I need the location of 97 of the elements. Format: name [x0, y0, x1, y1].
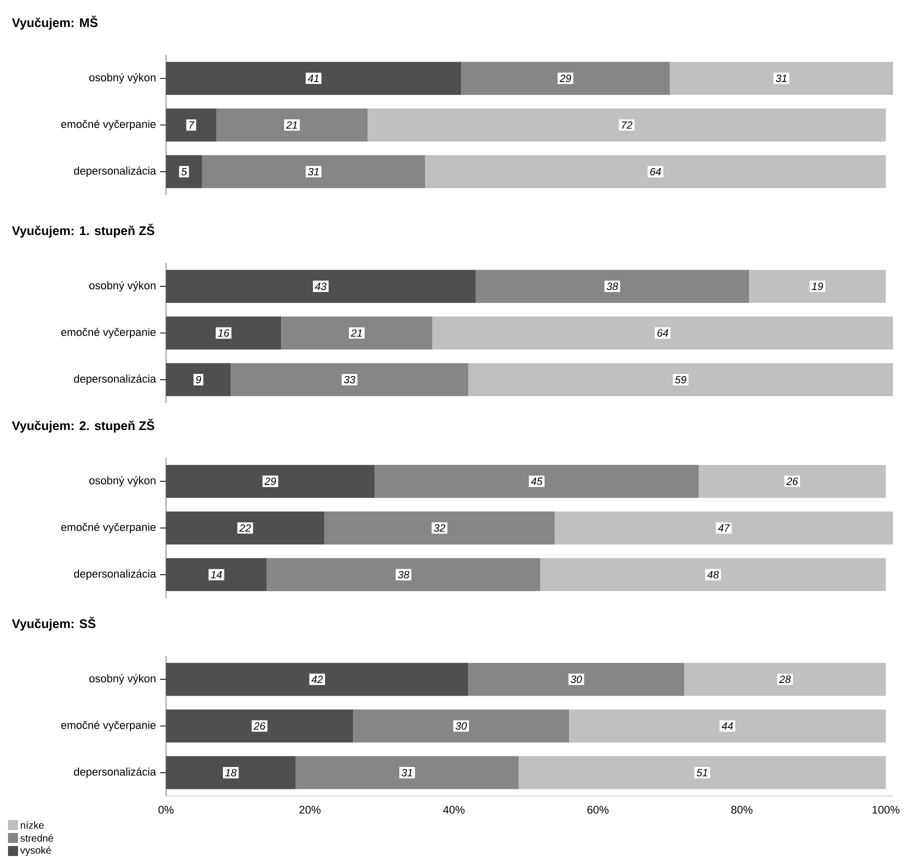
x-tick-label: 40% — [443, 806, 465, 814]
y-tick-label: osobný výkon — [89, 674, 156, 685]
y-tick-label: emočné vyčerpanie — [61, 328, 156, 338]
bar — [432, 316, 893, 350]
bar — [518, 756, 886, 790]
data-label: 41 — [308, 74, 319, 82]
chart-title: Vyučujem: 2. stupeň ZŠ — [12, 418, 154, 433]
data-label: 16 — [218, 329, 230, 337]
bar — [166, 363, 231, 396]
data-label: 19 — [812, 282, 824, 290]
bar — [166, 316, 282, 350]
bar — [425, 155, 886, 188]
bar — [698, 464, 886, 498]
data-label: 21 — [350, 329, 362, 337]
bar — [166, 709, 354, 742]
bar — [569, 709, 886, 742]
bar — [166, 512, 324, 544]
bar — [216, 108, 368, 142]
bar — [468, 662, 684, 696]
data-label: 26 — [254, 722, 266, 730]
bar — [324, 512, 555, 544]
y-tick-label: depersonalizácia — [74, 767, 156, 778]
bar — [166, 662, 468, 696]
legend-label: stredné — [20, 834, 54, 842]
data-label: 18 — [225, 768, 237, 776]
data-label: 44 — [722, 722, 733, 730]
data-label: 64 — [657, 329, 668, 337]
bar — [374, 464, 699, 498]
bar — [202, 155, 426, 188]
y-tick-label: depersonalizácia — [74, 166, 156, 177]
bar — [166, 558, 267, 592]
data-label: 31 — [308, 168, 319, 176]
x-tick-label: 0% — [158, 806, 174, 814]
bar — [476, 270, 750, 303]
bar — [166, 155, 202, 188]
bar — [266, 558, 540, 592]
bar — [670, 62, 893, 95]
y-tick-label: depersonalizácia — [74, 569, 156, 580]
data-label: 5 — [181, 168, 187, 176]
data-label: 64 — [650, 168, 661, 176]
data-label: 33 — [344, 376, 356, 384]
data-label: 31 — [776, 74, 786, 82]
bar — [353, 709, 570, 742]
y-tick-label: osobný výkon — [89, 476, 156, 487]
data-label: 48 — [707, 570, 719, 578]
data-label: 30 — [570, 676, 582, 684]
bar — [166, 756, 296, 790]
data-label: 51 — [696, 769, 708, 776]
bar — [230, 363, 468, 396]
x-tick-label: 100% — [872, 806, 900, 814]
data-label: 29 — [264, 478, 276, 486]
data-label: 31 — [402, 768, 412, 776]
data-label: 21 — [286, 121, 297, 129]
text: Vyučujem: MŠ — [12, 16, 98, 30]
bar — [684, 662, 886, 696]
data-label: 45 — [530, 478, 543, 485]
bar — [296, 756, 519, 790]
data-label: 38 — [606, 282, 618, 290]
data-label: 42 — [311, 676, 323, 683]
bar — [468, 363, 893, 396]
bar — [166, 270, 476, 303]
bar — [554, 512, 893, 544]
bar — [749, 270, 886, 303]
data-label: 32 — [434, 524, 446, 532]
data-label: 72 — [622, 121, 632, 129]
data-label: 7 — [189, 121, 194, 129]
bar — [368, 108, 886, 142]
x-tick-label: 20% — [300, 806, 321, 814]
data-label: 29 — [560, 74, 572, 82]
legend-label: vysoké — [20, 846, 51, 856]
data-label: 38 — [398, 570, 410, 578]
x-tick-label: 60% — [587, 806, 608, 814]
x-tick-label: 80% — [731, 806, 752, 814]
y-tick-label: emočné vyčerpanie — [61, 120, 156, 130]
data-label: 22 — [239, 524, 251, 532]
y-tick-label: osobný výkon — [89, 73, 156, 84]
data-label: 14 — [210, 571, 222, 578]
data-label: 28 — [779, 676, 791, 684]
bar — [281, 316, 432, 350]
y-tick-label: emočné vyčerpanie — [61, 522, 156, 534]
data-label: 47 — [718, 524, 730, 532]
bar — [540, 558, 886, 592]
bar — [166, 464, 375, 498]
data-label: 9 — [196, 376, 202, 384]
legend-label: nízke — [20, 821, 44, 829]
y-tick-label: emočné vyčerpanie — [61, 720, 156, 732]
data-label: 43 — [314, 282, 327, 290]
bar — [166, 62, 462, 95]
data-label: 30 — [456, 722, 467, 730]
text: Vyučujem: SŠ — [12, 616, 96, 631]
y-tick-label: osobný výkon — [89, 281, 156, 292]
chart-title: Vyučujem: 1. stupeň ZŠ — [12, 224, 154, 238]
bar — [461, 62, 670, 95]
y-tick-label: depersonalizácia — [74, 374, 156, 385]
data-label: 26 — [786, 478, 798, 486]
bar — [166, 108, 216, 142]
data-label: 59 — [675, 376, 686, 384]
